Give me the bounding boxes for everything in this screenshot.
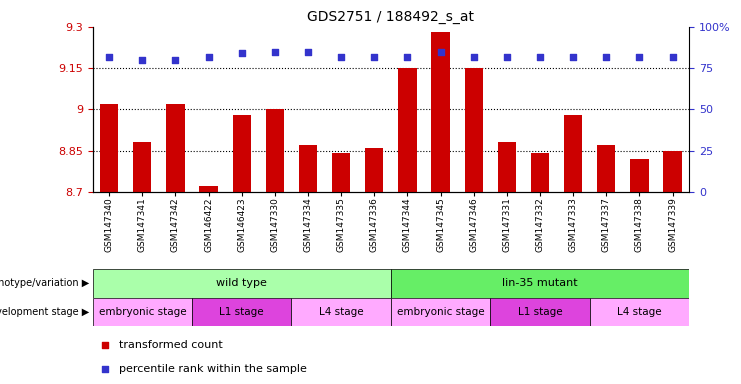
Text: wild type: wild type [216,278,268,288]
Point [600,53,612,60]
Bar [93,298,192,326]
Bar [266,109,284,192]
Point [170,57,182,63]
Bar [391,269,689,298]
Point [236,50,247,56]
Point [203,53,215,60]
Point [99,342,110,348]
Text: L1 stage: L1 stage [219,307,264,317]
Bar [167,104,185,192]
Bar [491,298,590,326]
Text: embryonic stage: embryonic stage [99,307,186,317]
Title: GDS2751 / 188492_s_at: GDS2751 / 188492_s_at [308,10,474,25]
Bar [332,154,350,192]
Text: L4 stage: L4 stage [319,307,364,317]
Bar [597,145,615,192]
Text: lin-35 mutant: lin-35 mutant [502,278,578,288]
Text: percentile rank within the sample: percentile rank within the sample [119,364,308,374]
Point [99,366,110,372]
Text: development stage ▶: development stage ▶ [0,307,89,317]
Point [468,53,479,60]
Point [335,53,347,60]
Bar [93,269,391,298]
Text: L4 stage: L4 stage [617,307,662,317]
Point [534,53,546,60]
Point [634,53,645,60]
Bar [531,154,549,192]
Bar [590,298,689,326]
Point [103,53,115,60]
Bar [100,104,119,192]
Text: L1 stage: L1 stage [518,307,562,317]
Bar [192,298,291,326]
Point [667,53,679,60]
Point [136,57,148,63]
Point [567,53,579,60]
Point [368,53,380,60]
Text: transformed count: transformed count [119,340,223,350]
Bar [291,298,391,326]
Text: genotype/variation ▶: genotype/variation ▶ [0,278,89,288]
Bar [133,142,151,192]
Point [435,49,447,55]
Point [501,53,513,60]
Text: embryonic stage: embryonic stage [396,307,485,317]
Bar [465,68,483,192]
Bar [233,115,251,192]
Bar [299,145,317,192]
Point [302,49,314,55]
Bar [391,298,491,326]
Bar [564,115,582,192]
Bar [498,142,516,192]
Bar [663,151,682,192]
Bar [199,187,218,192]
Bar [631,159,648,192]
Bar [365,148,383,192]
Point [402,53,413,60]
Point [269,49,281,55]
Bar [431,32,450,192]
Bar [399,68,416,192]
